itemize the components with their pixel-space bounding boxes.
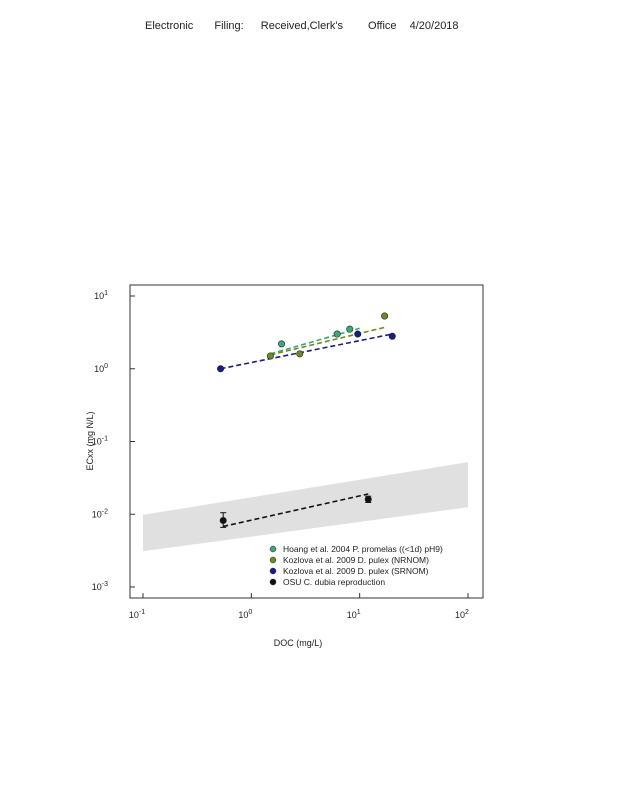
legend-label: Hoang et al. 2004 P. promelas ((<1d) pH9… (283, 544, 443, 554)
filing-word-5: 4/20/2018 (409, 20, 459, 32)
data-point (333, 330, 341, 338)
y-tick-label: 10-3 (92, 581, 108, 592)
data-point (219, 517, 227, 525)
filing-word-1: Electronic (145, 20, 194, 32)
y-axis-label: ECxx (mg N/L) (85, 411, 95, 470)
fit-line (220, 333, 393, 370)
legend-marker (269, 567, 277, 575)
data-point (346, 325, 354, 333)
x-tick-label: 102 (455, 609, 469, 620)
x-tick-label: 101 (347, 609, 361, 620)
data-point (364, 495, 372, 503)
filing-word-2: Filing: (214, 20, 244, 32)
y-tick-label: 101 (94, 290, 108, 301)
data-point (296, 350, 304, 358)
legend-marker (269, 578, 277, 586)
fit-line (223, 493, 369, 528)
data-point (381, 312, 389, 320)
y-tick-label: 10-2 (92, 508, 108, 519)
legend-label: OSU C. dubia reproduction (283, 577, 385, 587)
y-tick-label: 10-1 (92, 436, 108, 447)
legend-marker (269, 556, 277, 564)
legend-marker (269, 545, 277, 553)
data-point (217, 365, 225, 373)
filing-word-4: Office (368, 20, 397, 32)
data-point (354, 330, 362, 338)
y-tick-label: 100 (94, 363, 108, 374)
data-point (278, 340, 286, 348)
x-axis-label: DOC (mg/L) (274, 638, 323, 648)
legend-label: Kozlova et al. 2009 D. pulex (NRNOM) (283, 555, 429, 565)
data-point (266, 352, 274, 360)
confidence-band (143, 462, 468, 552)
x-tick-label: 10-1 (129, 609, 145, 620)
legend-label: Kozlova et al. 2009 D. pulex (SRNOM) (283, 566, 429, 576)
data-point (388, 332, 396, 340)
filing-word-3: Received,Clerk's (260, 20, 343, 32)
filing-stamp: Electronic Filing: Received,Clerk's Offi… (145, 20, 459, 32)
x-tick-label: 100 (238, 609, 252, 620)
fit-line (270, 326, 385, 356)
